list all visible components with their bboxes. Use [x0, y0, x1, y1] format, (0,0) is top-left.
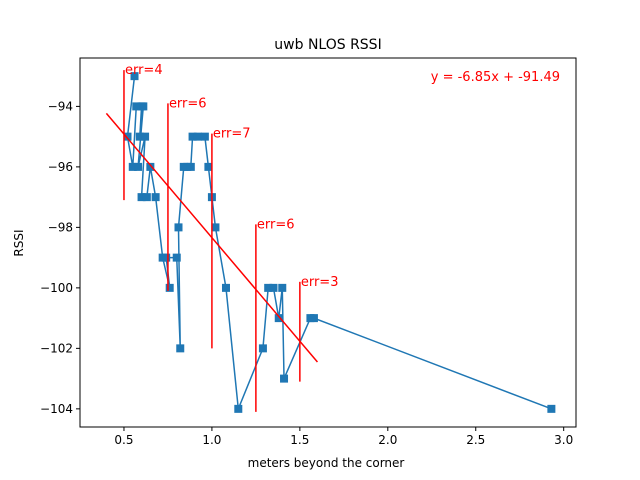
data-point [280, 374, 289, 383]
data-point [264, 283, 273, 292]
data-point [162, 253, 171, 262]
data-point [123, 132, 132, 141]
data-point [278, 283, 287, 292]
data-point [141, 132, 150, 141]
y-tick-label: −98 [48, 220, 73, 234]
error-label: err=3 [301, 275, 339, 290]
data-point [274, 314, 283, 323]
data-point [128, 162, 137, 171]
y-tick-label: −104 [40, 402, 73, 416]
y-tick-label: −100 [40, 281, 73, 295]
data-point [130, 72, 139, 81]
data-point [186, 162, 195, 171]
data-point [172, 253, 181, 262]
data-point [309, 314, 318, 323]
data-point [234, 404, 243, 413]
x-tick-label: 0.5 [114, 433, 133, 447]
data-point [174, 223, 183, 232]
data-point [176, 344, 185, 353]
error-label: err=6 [169, 96, 207, 111]
x-tick-label: 1.5 [290, 433, 309, 447]
x-tick-label: 1.0 [202, 433, 221, 447]
error-label: err=4 [125, 63, 163, 78]
data-point [132, 102, 141, 111]
chart-title: uwb NLOS RSSI [274, 37, 381, 53]
y-axis-label: RSSI [12, 229, 26, 256]
data-point [547, 404, 556, 413]
data-point [269, 283, 278, 292]
data-point [258, 344, 267, 353]
axes-frame [79, 57, 577, 428]
data-point [211, 223, 220, 232]
data-point [204, 162, 213, 171]
data-point [142, 193, 151, 202]
data-point [134, 162, 143, 171]
data-point [135, 132, 144, 141]
data-point [200, 132, 209, 141]
fit-equation: y = -6.85x + -91.49 [431, 70, 560, 85]
y-tick-label: −102 [40, 341, 73, 355]
data-point [165, 283, 174, 292]
x-axis-label: meters beyond the corner [248, 456, 405, 470]
x-tick-label: 2.0 [378, 433, 397, 447]
plot-area [105, 70, 556, 413]
y-tick-label: −96 [48, 160, 73, 174]
x-tick-label: 3.0 [554, 433, 573, 447]
data-point [193, 132, 202, 141]
data-point [139, 102, 148, 111]
data-point [188, 132, 197, 141]
data-point [137, 193, 146, 202]
error-label: err=7 [213, 127, 251, 142]
data-point [221, 283, 230, 292]
data-point [151, 193, 160, 202]
error-label: err=6 [257, 217, 295, 232]
y-tick-label: −94 [48, 99, 73, 113]
data-point [146, 162, 155, 171]
x-tick-label: 2.5 [466, 433, 485, 447]
